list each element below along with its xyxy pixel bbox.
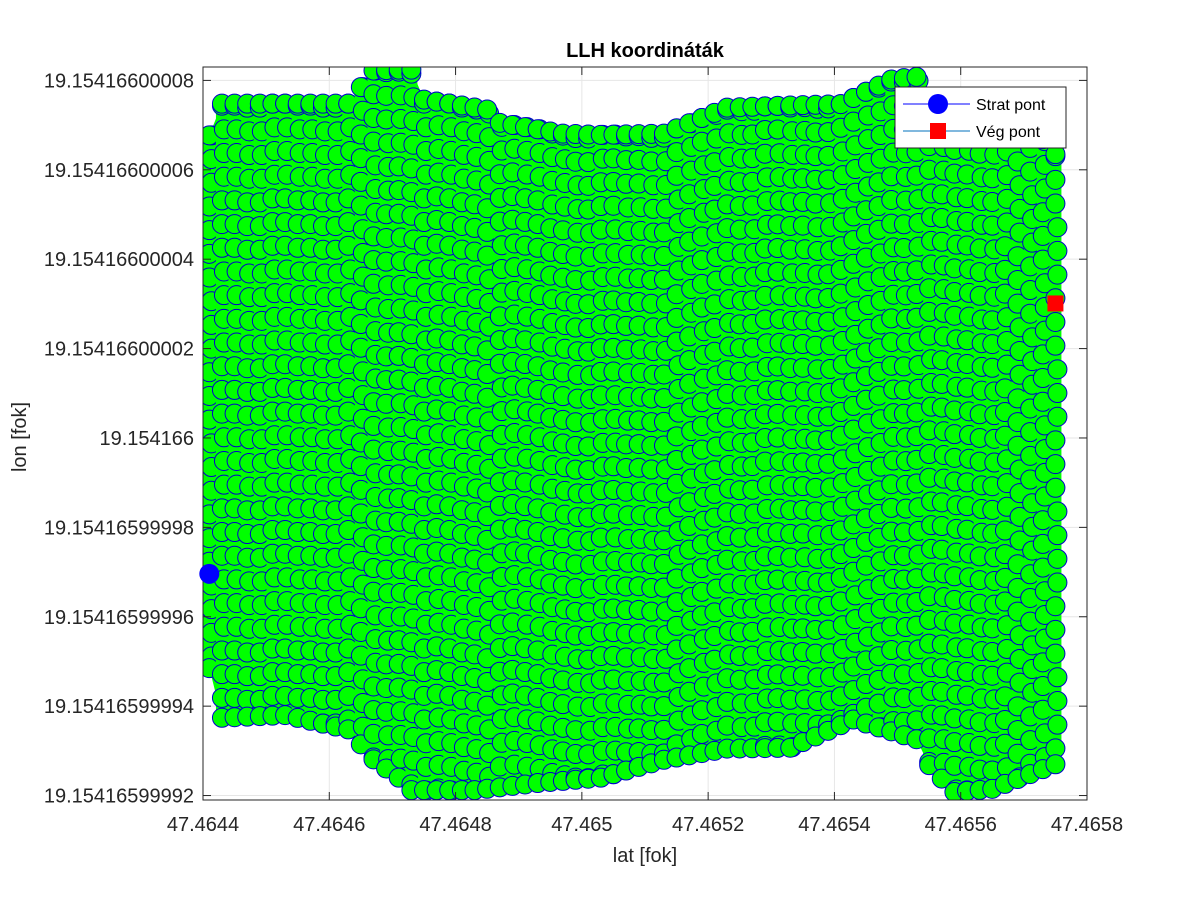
y-axis-label: lon [fok] [9,402,31,472]
track-point [906,67,927,87]
x-tick-label: 47.465 [551,814,612,836]
trajectory [203,67,1068,800]
track-point [1045,430,1066,451]
track-point [1047,690,1068,711]
y-tick-label: 19.15416599994 [44,696,194,718]
legend-marker-start [928,94,948,114]
track-point [1047,548,1068,569]
track-point [1045,193,1066,214]
track-point [1045,169,1066,190]
x-tick-label: 47.4658 [1051,814,1123,836]
track-point [1047,714,1068,735]
x-tick-label: 47.4644 [167,814,239,836]
track-point [1045,477,1066,498]
y-tick-label: 19.15416600004 [44,249,194,271]
track-point [1047,359,1068,380]
x-axis-label: lat [fok] [613,845,677,867]
track-point [477,99,498,120]
track-point [1047,501,1068,522]
legend-box [894,86,1067,149]
x-tick-label: 47.4654 [798,814,870,836]
track-point [1045,619,1066,640]
endpoint-markers [199,295,1064,584]
track-point [1047,525,1068,546]
track-point [1047,667,1068,688]
y-tick-label: 19.15416599998 [44,517,194,539]
x-tick-label: 47.4646 [293,814,365,836]
legend-marker-end [930,123,946,139]
track-point [1045,643,1066,664]
track-point [1047,572,1068,593]
start-point-marker [199,563,220,584]
track-point [1047,240,1068,261]
y-tick-label: 19.154166 [99,428,194,450]
end-point-marker [1047,295,1064,312]
track-point [1047,406,1068,427]
legend: Strat pont Vég pont [894,86,1067,149]
track-point [1045,454,1066,475]
y-tick-label: 19.15416599992 [44,786,194,808]
x-tick-label: 47.4648 [419,814,491,836]
x-tick-label: 47.4656 [925,814,997,836]
track-point [1045,335,1066,356]
track-point [1047,383,1068,404]
track-point [1045,754,1066,775]
track-point [1047,264,1068,285]
track-point [1045,311,1066,332]
y-tick-label: 19.15416600006 [44,160,194,182]
track-point [1047,217,1068,238]
plot-frame [202,66,1088,801]
x-tick-label: 47.4652 [672,814,744,836]
y-tick-label: 19.15416599996 [44,607,194,629]
legend-label-end: Vég pont [976,124,1041,141]
legend-label-start: Strat pont [976,97,1046,114]
y-tick-label: 19.15416600002 [44,339,194,361]
track-point [1045,596,1066,617]
y-axis: 19.15416599992 19.15416599994 19.154165999… [44,70,1087,808]
track-point [401,67,422,80]
chart-title: LLH koordináták [566,40,725,62]
y-tick-label: 19.15416600008 [44,70,194,92]
x-axis: 47.4644 47.4646 47.4648 47.465 47.4652 47.465… [167,67,1123,836]
